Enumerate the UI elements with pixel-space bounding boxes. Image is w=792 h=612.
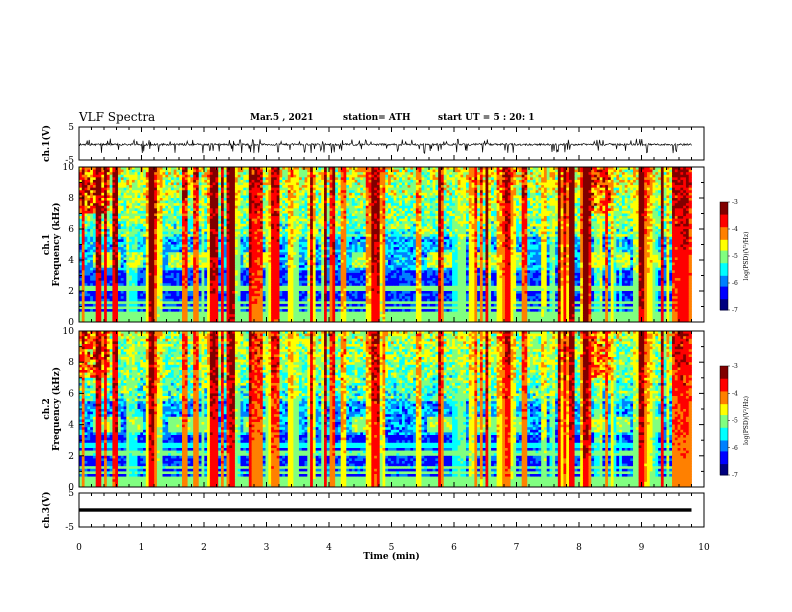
x-tick-label: 1 bbox=[139, 543, 145, 553]
colorbar-tick-label: -4 bbox=[732, 226, 738, 233]
x-tick-label: 4 bbox=[326, 543, 332, 553]
colorbar-tick-label: -5 bbox=[732, 418, 738, 425]
colorbar-tick-label: -3 bbox=[732, 363, 738, 370]
colorbar-tick-label: -4 bbox=[732, 390, 738, 397]
colorbar-tick-label: -7 bbox=[732, 307, 738, 314]
x-tick-label: 0 bbox=[76, 543, 82, 553]
y-tick-label: 5 bbox=[68, 489, 74, 499]
y-axis-label: ch.1(V) bbox=[41, 125, 52, 162]
x-tick-label: 10 bbox=[698, 543, 710, 553]
x-tick-label: 2 bbox=[201, 543, 207, 553]
y-tick-label: 2 bbox=[68, 452, 74, 462]
x-axis-label: Time (min) bbox=[363, 551, 420, 562]
y-tick-label: 4 bbox=[68, 256, 74, 266]
y-tick-label: 8 bbox=[68, 194, 74, 204]
colorbar-tick-label: -5 bbox=[732, 253, 738, 260]
x-tick-label: 6 bbox=[451, 543, 457, 553]
colorbar-tick-label: -6 bbox=[732, 445, 738, 452]
x-tick-label: 9 bbox=[639, 543, 645, 553]
y-axis-label: Frequency (kHz) bbox=[51, 367, 62, 451]
ch3-waveform-trace bbox=[79, 508, 692, 511]
y-axis-label: ch.1 bbox=[42, 234, 52, 255]
y-tick-label: 6 bbox=[68, 225, 74, 235]
y-tick-label: 4 bbox=[68, 421, 74, 431]
colorbar-tick-label: -3 bbox=[732, 199, 738, 206]
y-tick-label: 10 bbox=[63, 327, 75, 337]
spectrogram-ch1 bbox=[79, 167, 692, 322]
colorbar-ch1 bbox=[720, 202, 728, 311]
y-tick-label: 8 bbox=[68, 358, 74, 368]
y-tick-label: -5 bbox=[65, 523, 74, 533]
y-tick-label: 6 bbox=[68, 389, 74, 399]
y-tick-label: 5 bbox=[68, 123, 74, 133]
colorbar-tick-label: -6 bbox=[732, 280, 738, 287]
x-tick-label: 3 bbox=[264, 543, 270, 553]
y-axis-label: ch.3(V) bbox=[41, 492, 52, 529]
x-tick-label: 8 bbox=[576, 543, 582, 553]
y-axis-label: ch.2 bbox=[42, 398, 52, 419]
colorbar-label: log(PSD)(V²/Hz) bbox=[743, 232, 750, 281]
y-tick-label: 2 bbox=[68, 287, 74, 297]
colorbar-label: log(PSD)(V²/Hz) bbox=[743, 396, 750, 445]
colorbar-ch2 bbox=[720, 366, 728, 476]
colorbar-tick-label: -7 bbox=[732, 472, 738, 479]
spectrogram-ch2 bbox=[79, 331, 692, 487]
y-tick-label: 10 bbox=[63, 163, 75, 173]
y-axis-label: Frequency (kHz) bbox=[51, 202, 62, 286]
x-tick-label: 7 bbox=[514, 543, 520, 553]
